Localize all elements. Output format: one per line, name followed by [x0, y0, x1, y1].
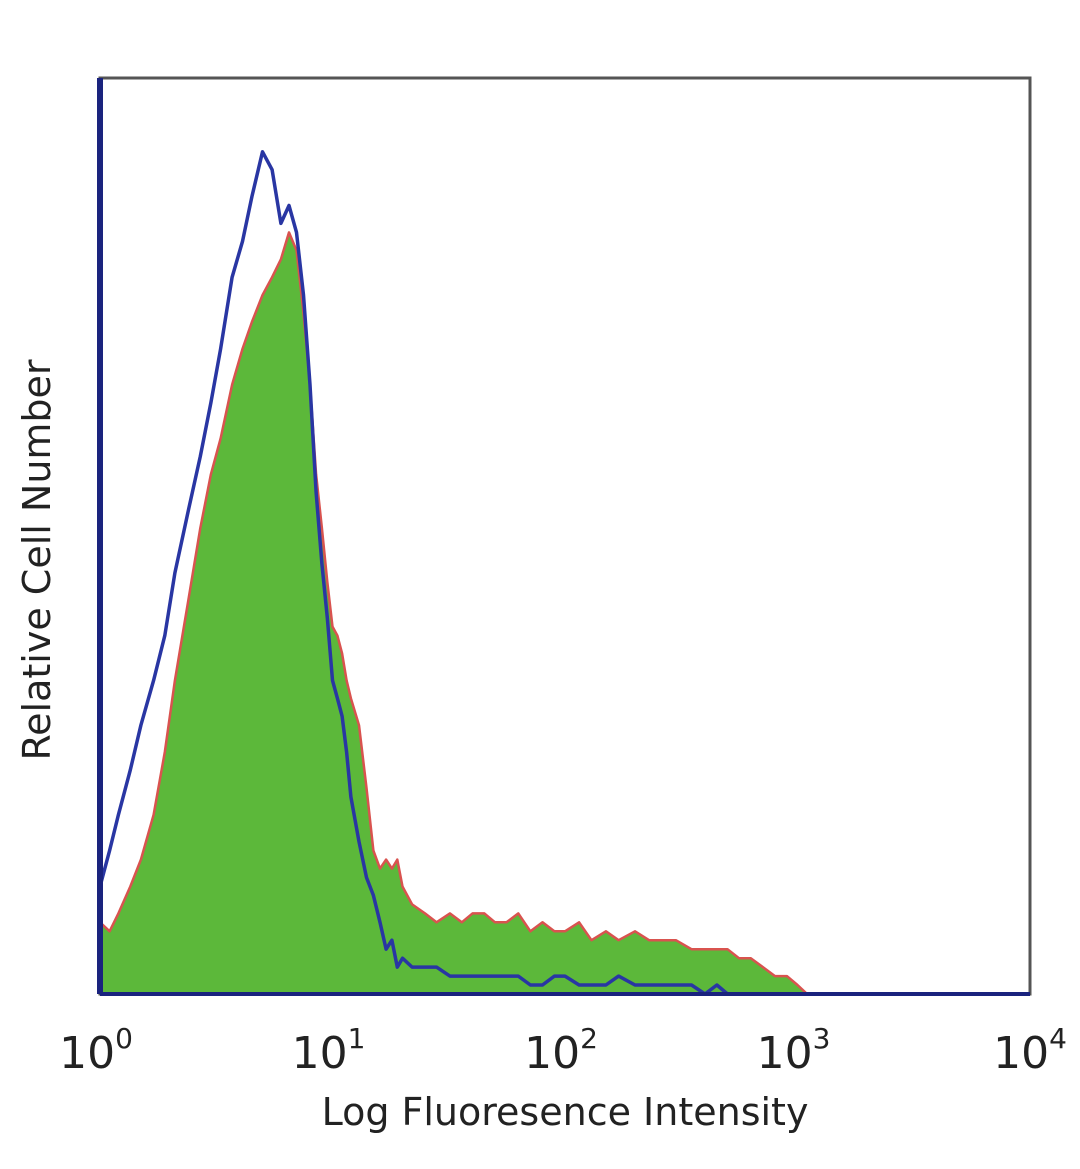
filled-histogram-outline — [99, 231, 808, 995]
x-tick-label-1: 101 — [292, 1022, 366, 1079]
control-histogram-line — [98, 150, 751, 996]
x-tick-label-0: 100 — [59, 1022, 133, 1079]
x-axis-title: Log Fluoresence Intensity — [322, 1090, 809, 1134]
x-tick-label-2: 102 — [524, 1022, 598, 1079]
filled-histogram — [100, 232, 808, 994]
x-tick-label-4: 104 — [993, 1022, 1067, 1079]
x-tick-labels: 100 101 102 103 104 — [59, 1022, 1067, 1079]
y-axis-title: Relative Cell Number — [15, 359, 59, 760]
x-tick-label-3: 103 — [757, 1022, 831, 1079]
